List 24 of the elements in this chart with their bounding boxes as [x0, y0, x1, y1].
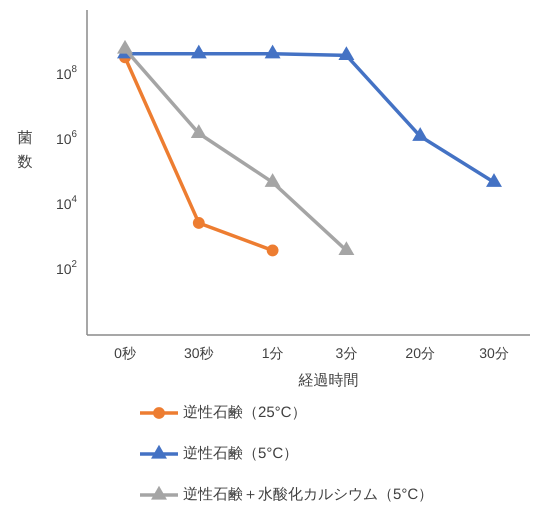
point [412, 127, 428, 141]
point [264, 44, 281, 58]
y-tick-label: 10$^{4}$ [56, 194, 78, 212]
point [338, 241, 354, 256]
legend-label: 逆性石鹸（25°C） [183, 404, 307, 421]
x-tick-label: 20分 [405, 345, 435, 361]
y-tick-label: 10$^{6}$ [56, 129, 78, 147]
point [117, 40, 133, 54]
point [338, 46, 354, 60]
y-tick-label: 10$^{2}$ [56, 259, 77, 277]
y-tick-label: 10$^{8}$ [56, 64, 78, 82]
x-tick-label: 30秒 [184, 345, 214, 361]
point [264, 173, 281, 187]
y-axis-title: 菌数 [18, 130, 32, 170]
x-axis-title: 経過時間 [298, 372, 358, 389]
point [486, 173, 502, 187]
x-tick-label: 3分 [336, 345, 358, 361]
point [190, 44, 207, 58]
legend-label: 逆性石鹸＋水酸化カルシウム（5°C） [183, 486, 434, 503]
legend-label: 逆性石鹸（5°C） [183, 444, 298, 462]
x-tick-label: 0秒 [114, 345, 136, 361]
point [190, 124, 207, 138]
x-tick-label: 30分 [479, 345, 509, 361]
x-tick-label: 1分 [262, 345, 284, 361]
